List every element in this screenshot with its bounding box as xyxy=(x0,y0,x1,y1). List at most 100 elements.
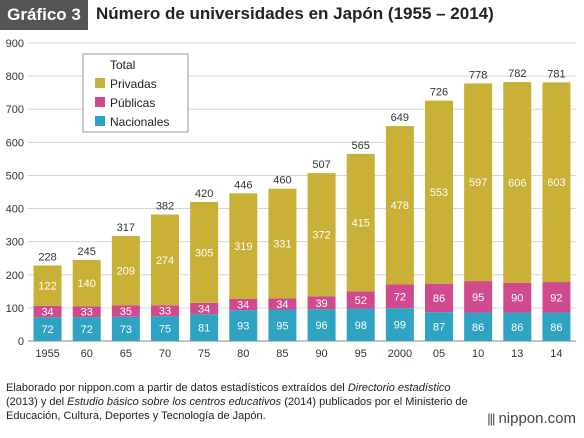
total-label: 778 xyxy=(469,69,487,81)
x-tick-label: 90 xyxy=(315,348,327,360)
brand-logo: ||| nippon.com xyxy=(487,410,576,427)
x-tick-label: 60 xyxy=(81,348,93,360)
total-label: 446 xyxy=(234,179,252,191)
bar-segment-pblicas xyxy=(33,305,62,318)
y-tick-label: 900 xyxy=(6,38,24,50)
legend-label: Nacionales xyxy=(110,115,169,129)
data-label: 415 xyxy=(352,218,370,230)
bar-segment-privadas xyxy=(542,82,571,283)
data-label: 34 xyxy=(41,307,53,319)
data-label: 93 xyxy=(237,321,249,333)
total-label: 420 xyxy=(195,188,213,200)
x-tick-label: 65 xyxy=(120,348,132,360)
data-label: 33 xyxy=(159,306,171,318)
bar-segment-privadas xyxy=(346,153,375,292)
bar-segment-pblicas xyxy=(385,284,414,309)
legend-label: Públicas xyxy=(110,96,155,110)
data-label: 98 xyxy=(355,320,367,332)
data-label: 597 xyxy=(469,177,487,189)
data-label: 319 xyxy=(234,241,252,253)
bar-segment-nacionales xyxy=(425,312,453,341)
bar-segment-nacionales xyxy=(190,314,219,341)
data-label: 122 xyxy=(38,281,56,293)
bar-segment-privadas xyxy=(385,126,414,285)
bar-segment-privadas xyxy=(33,265,62,306)
data-label: 209 xyxy=(117,266,135,278)
bar-segment-privadas xyxy=(464,83,493,282)
data-label: 606 xyxy=(508,177,526,189)
stacked-bar-chart: 0 100 200 300 400 500 600 700 800 900 72 34 122 228 19… xyxy=(6,38,576,360)
bar-segment-privadas xyxy=(268,188,297,299)
bar-segment-privadas xyxy=(307,173,336,297)
bar-segment-nacionales xyxy=(503,312,532,341)
data-label: 90 xyxy=(511,293,523,305)
data-label: 34 xyxy=(237,300,249,312)
legend-title: Total xyxy=(110,58,135,72)
data-label: 87 xyxy=(433,322,445,334)
bar-segment-pblicas xyxy=(542,282,571,313)
data-label: 86 xyxy=(511,322,523,334)
data-label: 140 xyxy=(78,278,96,290)
source-title-2: Estudio básico sobre los centros educati… xyxy=(67,396,282,408)
bar-segment-nacionales xyxy=(346,308,375,341)
x-tick-label: 75 xyxy=(198,348,210,360)
total-label: 726 xyxy=(430,87,448,99)
bar-segment-privadas xyxy=(190,201,219,303)
x-tick-label: 1955 xyxy=(35,348,59,360)
data-label: 75 xyxy=(159,324,171,336)
bar-segment-pblicas xyxy=(229,298,258,311)
y-tick-label: 600 xyxy=(6,137,24,149)
data-label: 553 xyxy=(430,187,448,199)
bar-segment-nacionales xyxy=(111,316,140,341)
data-label: 86 xyxy=(472,322,484,334)
data-label: 92 xyxy=(550,292,562,304)
x-tick-label: 13 xyxy=(511,348,523,360)
y-tick-label: 800 xyxy=(6,71,24,83)
bar-segment-pblicas xyxy=(190,302,219,315)
data-label: 72 xyxy=(41,324,53,336)
data-label: 33 xyxy=(81,307,93,319)
bar-segment-pblicas xyxy=(111,305,140,317)
bar-segment-privadas xyxy=(425,100,453,284)
data-label: 478 xyxy=(391,200,409,212)
x-tick-label: 14 xyxy=(550,348,562,360)
total-label: 228 xyxy=(38,252,56,264)
bar-segment-privadas xyxy=(503,82,532,283)
source-note: Elaborado por nippon.com a partir de dat… xyxy=(6,381,476,423)
y-tick-label: 100 xyxy=(6,303,24,315)
legend-swatch xyxy=(95,97,105,107)
data-label: 86 xyxy=(433,293,445,305)
bar-segment-pblicas xyxy=(268,298,297,310)
bar-segment-pblicas xyxy=(151,305,179,317)
data-label: 95 xyxy=(472,292,484,304)
chart-header: Gráfico 3 Número de universidades en Jap… xyxy=(0,0,584,30)
bar-segment-pblicas xyxy=(503,282,532,313)
bar-segment-privadas xyxy=(72,259,101,307)
data-label: 86 xyxy=(550,322,562,334)
bar-segment-nacionales xyxy=(229,310,258,341)
data-label: 39 xyxy=(315,298,327,310)
total-label: 460 xyxy=(273,175,291,187)
x-tick-label: 2000 xyxy=(388,348,412,360)
data-label: 35 xyxy=(120,306,132,318)
y-tick-label: 500 xyxy=(6,170,24,182)
data-label: 331 xyxy=(273,238,291,250)
data-label: 99 xyxy=(394,320,406,332)
data-label: 34 xyxy=(276,299,288,311)
source-text-3: (2014) publicados por el Ministerio de E… xyxy=(6,396,468,422)
legend-swatch xyxy=(95,116,105,126)
data-label: 372 xyxy=(312,230,330,242)
y-tick-label: 0 xyxy=(18,336,24,348)
x-tick-label: 10 xyxy=(472,348,484,360)
bar-segment-pblicas xyxy=(464,281,493,313)
source-text-1: Elaborado por nippon.com a partir de dat… xyxy=(6,382,348,394)
bar-segment-privadas xyxy=(151,214,179,306)
total-label: 317 xyxy=(117,222,135,234)
y-tick-label: 200 xyxy=(6,270,24,282)
bar-segment-pblicas xyxy=(72,306,101,318)
total-label: 782 xyxy=(508,68,526,80)
legend-swatch xyxy=(95,78,105,88)
figure-badge: Gráfico 3 xyxy=(0,0,88,30)
bar-segment-privadas xyxy=(111,236,140,306)
y-tick-label: 700 xyxy=(6,104,24,116)
